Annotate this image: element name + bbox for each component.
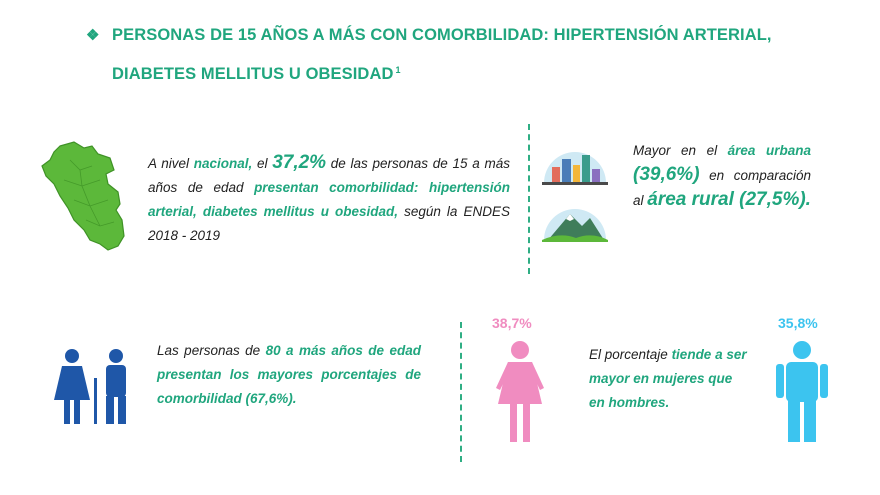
age-text: Las personas de 80 a más años de edad pr… — [157, 343, 421, 406]
woman-icon — [496, 341, 544, 442]
title-footnote: 1 — [395, 65, 401, 75]
rural-mountain-icon — [542, 209, 608, 242]
man-icon — [776, 341, 828, 442]
title-line-1: PERSONAS DE 15 AÑOS A MÁS CON COMORBILID… — [112, 26, 772, 44]
national-text: A nivel nacional, el 37,2% de las person… — [148, 152, 510, 243]
page-title: ❖ PERSONAS DE 15 AÑOS A MÁS CON COMORBILI… — [86, 16, 866, 93]
women-percentage: 38,7% — [492, 315, 532, 331]
area-text: Mayor en el área urbana (39,6%) en compa… — [633, 143, 811, 210]
title-line-2: DIABETES MELLITUS U OBESIDAD — [112, 65, 394, 83]
diamond-bullet-icon: ❖ — [86, 27, 100, 44]
divider-vertical-bottom — [460, 322, 462, 462]
elderly-couple-icon — [54, 349, 126, 424]
divider-vertical-top — [528, 124, 530, 274]
sex-text: El porcentaje tiende a ser mayor en muje… — [589, 347, 747, 410]
urban-city-icon — [542, 152, 608, 185]
peru-map-icon — [41, 141, 125, 251]
men-percentage: 35,8% — [778, 315, 818, 331]
